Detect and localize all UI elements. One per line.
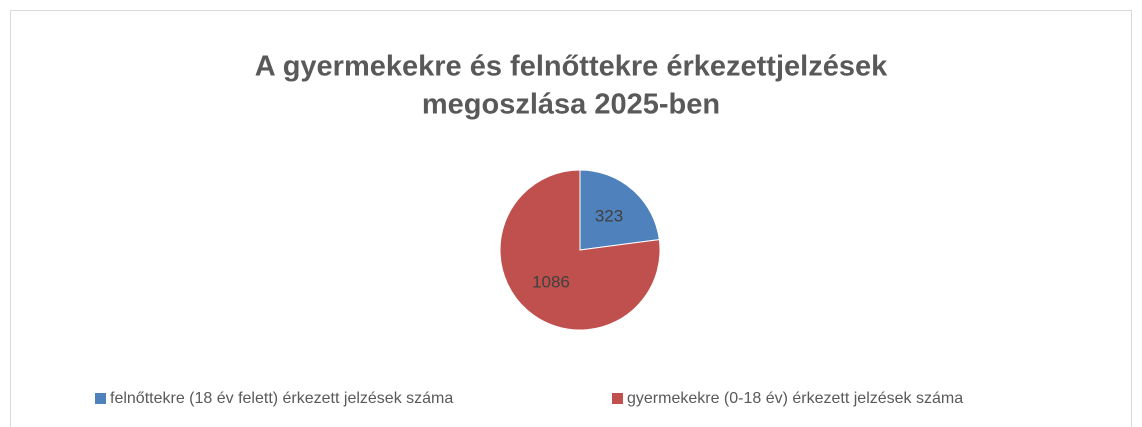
chart-title: A gyermekekre és felnőttekre érkezettjel… — [255, 51, 888, 83]
chart-title: megoszlása 2025-ben — [422, 89, 720, 121]
legend-label: gyermekekre (0-18 év) érkezett jelzések … — [627, 390, 963, 407]
data-label: 1086 — [532, 273, 570, 292]
legend-swatch — [612, 393, 623, 404]
legend-swatch — [95, 393, 106, 404]
pie-slice — [579, 169, 660, 251]
legend-label: felnőttekre (18 év felett) érkezett jelz… — [110, 390, 453, 407]
data-label: 323 — [595, 206, 623, 225]
pie-slice — [499, 169, 661, 331]
